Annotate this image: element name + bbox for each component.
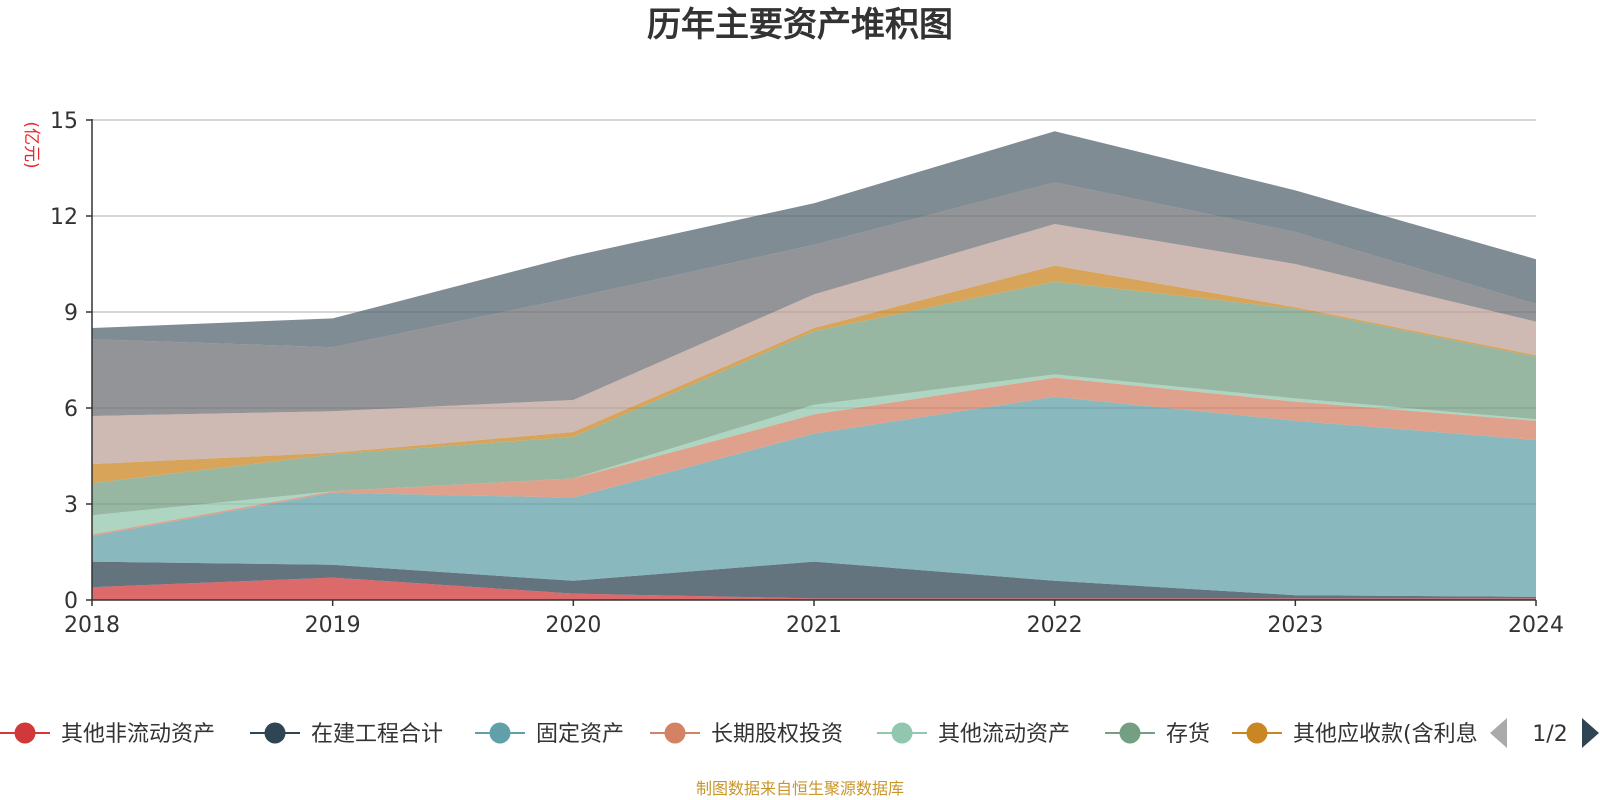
area-series bbox=[92, 396, 1536, 597]
area-series bbox=[92, 281, 1536, 516]
x-tick-label: 2020 bbox=[545, 613, 601, 638]
legend-label: 固定资产 bbox=[536, 722, 624, 747]
legend-label: 其他应收款(含利息 bbox=[1293, 722, 1478, 747]
x-tick-label: 2021 bbox=[786, 613, 842, 638]
y-tick-label: 12 bbox=[50, 205, 78, 230]
area-series bbox=[92, 182, 1536, 416]
y-tick-label: 0 bbox=[64, 589, 78, 614]
legend-circle-icon bbox=[891, 722, 913, 744]
legend-next-page-icon[interactable] bbox=[1582, 718, 1599, 748]
y-tick-label: 3 bbox=[64, 493, 78, 518]
legend-label: 长期股权投资 bbox=[711, 722, 843, 747]
legend-label: 存货 bbox=[1166, 722, 1210, 747]
legend-item[interactable]: 长期股权投资 bbox=[650, 722, 843, 747]
legend-item[interactable]: 固定资产 bbox=[475, 722, 624, 747]
legend-item[interactable]: 存货 bbox=[1105, 722, 1210, 747]
y-axis-unit-label: (亿元) bbox=[21, 121, 41, 168]
legend-label: 其他非流动资产 bbox=[61, 722, 215, 747]
legend-circle-icon bbox=[489, 722, 511, 744]
legend-page-indicator: 1/2 bbox=[1532, 722, 1567, 747]
x-tick-label: 2018 bbox=[64, 613, 120, 638]
legend-item[interactable]: 在建工程合计 bbox=[250, 722, 443, 747]
x-tick-label: 2022 bbox=[1027, 613, 1083, 638]
area-series bbox=[92, 131, 1536, 348]
legend-label: 其他流动资产 bbox=[938, 722, 1070, 747]
legend-circle-icon bbox=[264, 722, 286, 744]
axes: 0 3 6 9 12 15 2018 2019 2020 2021 2022 2023 2024 bbox=[50, 109, 1564, 638]
x-tick-label: 2024 bbox=[1508, 613, 1564, 638]
legend-label: 在建工程合计 bbox=[311, 722, 443, 747]
x-tick-label: 2019 bbox=[305, 613, 361, 638]
chart-title: 历年主要资产堆积图 bbox=[647, 5, 953, 45]
legend-circle-icon bbox=[1246, 722, 1268, 744]
legend-item[interactable]: 其他应收款(含利息 bbox=[1232, 722, 1478, 747]
area-series bbox=[92, 561, 1536, 599]
legend-circle-icon bbox=[1119, 722, 1141, 744]
legend-circle-icon bbox=[664, 722, 686, 744]
legend-circle-icon bbox=[14, 722, 36, 744]
y-tick-label: 6 bbox=[64, 397, 78, 422]
legend-item[interactable]: 其他非流动资产 bbox=[0, 722, 215, 747]
x-tick-label: 2023 bbox=[1267, 613, 1323, 638]
data-source-note: 制图数据来自恒生聚源数据库 bbox=[696, 779, 904, 798]
area-series bbox=[92, 265, 1536, 484]
legend-item[interactable]: 其他流动资产 bbox=[877, 722, 1070, 747]
legend: 其他非流动资产 在建工程合计 固定资产 长期股权投资 其他流动资产 存货 其他应收款(含利息… bbox=[0, 718, 1599, 748]
area-series bbox=[92, 374, 1536, 535]
y-tick-label: 15 bbox=[50, 109, 78, 134]
y-tick-label: 9 bbox=[64, 301, 78, 326]
area-series-group bbox=[92, 131, 1536, 600]
legend-prev-page-icon[interactable] bbox=[1490, 718, 1507, 748]
area-series bbox=[92, 577, 1536, 600]
area-series bbox=[92, 224, 1536, 464]
